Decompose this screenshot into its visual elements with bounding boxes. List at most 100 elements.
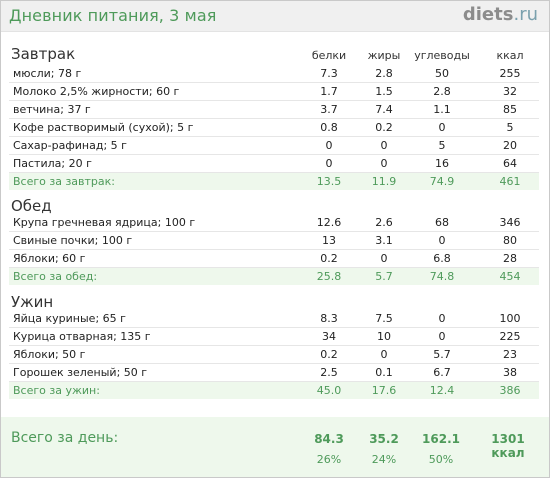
kcal-value: 20 xyxy=(503,139,517,152)
protein-value: 2.5 xyxy=(320,366,338,379)
kcal-value: 23 xyxy=(503,348,517,361)
protein-value: 0 xyxy=(325,139,333,152)
total-fat: 11.9 xyxy=(371,175,397,188)
day-fat: 35.2 xyxy=(369,432,399,446)
total-carbs: 74.9 xyxy=(429,175,455,188)
protein-value: 3.7 xyxy=(320,103,338,116)
section-title: Ужин xyxy=(11,293,54,311)
fat-value: 3.1 xyxy=(375,234,393,247)
carbs-value: 0 xyxy=(438,330,446,343)
protein-value: 0.2 xyxy=(320,348,338,361)
column-header-protein: белки xyxy=(311,49,347,62)
section-total-row: Всего за обед: 25.8 5.7 74.8 454 xyxy=(9,268,539,285)
food-name: Курица отварная; 135 г xyxy=(13,330,151,343)
food-name: Крупа гречневая ядрица; 100 г xyxy=(13,216,196,229)
fat-value: 0 xyxy=(380,348,388,361)
carbs-value: 16 xyxy=(435,157,449,170)
protein-value: 7.3 xyxy=(320,67,338,80)
section-title: Обед xyxy=(11,197,52,215)
carbs-value: 0 xyxy=(438,234,446,247)
total-fat: 5.7 xyxy=(375,270,393,283)
total-label: Всего за завтрак: xyxy=(13,175,116,188)
site-logo[interactable]: diets.ru xyxy=(463,4,538,25)
food-row: Курица отварная; 135 г 34 10 0 225 xyxy=(9,328,539,346)
food-name: Молоко 2,5% жирности; 60 г xyxy=(13,85,180,98)
carbs-value: 5.7 xyxy=(433,348,451,361)
column-header-fat: жиры xyxy=(367,49,401,62)
day-fat-percent: 24% xyxy=(371,453,397,466)
carbs-value: 0 xyxy=(438,312,446,325)
kcal-value: 32 xyxy=(503,85,517,98)
food-row: Сахар-рафинад; 5 г 0 0 5 20 xyxy=(9,137,539,155)
column-header-carbs: углеводы xyxy=(414,49,470,62)
page-title: Дневник питания, 3 мая xyxy=(9,6,217,25)
food-row: Крупа гречневая ядрица; 100 г 12.6 2.6 68 34… xyxy=(9,214,539,232)
total-fat: 17.6 xyxy=(371,384,397,397)
carbs-value: 2.8 xyxy=(433,85,451,98)
food-name: ветчина; 37 г xyxy=(13,103,91,116)
food-name: Яблоки; 60 г xyxy=(13,252,86,265)
fat-value: 7.4 xyxy=(375,103,393,116)
food-row: Яблоки; 60 г 0.2 0 6.8 28 xyxy=(9,250,539,268)
day-total: Всего за день: 84.3 35.2 162.1 1301 ккал… xyxy=(1,417,549,477)
kcal-value: 28 xyxy=(503,252,517,265)
food-name: Сахар-рафинад; 5 г xyxy=(13,139,127,152)
kcal-value: 225 xyxy=(499,330,521,343)
food-row: Кофе растворимый (сухой); 5 г 0.8 0.2 0 5 xyxy=(9,119,539,137)
total-protein: 13.5 xyxy=(316,175,342,188)
food-name: Яблоки; 50 г xyxy=(13,348,86,361)
logo-main: diets xyxy=(462,4,514,25)
total-protein: 25.8 xyxy=(316,270,342,283)
fat-value: 0 xyxy=(380,157,388,170)
fat-value: 0 xyxy=(380,252,388,265)
food-row: Свиные почки; 100 г 13 3.1 0 80 xyxy=(9,232,539,250)
kcal-value: 100 xyxy=(499,312,521,325)
carbs-value: 68 xyxy=(435,216,449,229)
fat-value: 7.5 xyxy=(375,312,393,325)
total-kcal: 461 xyxy=(499,175,521,188)
fat-value: 0.2 xyxy=(375,121,393,134)
food-row: Горошек зеленый; 50 г 2.5 0.1 6.7 38 xyxy=(9,364,539,382)
protein-value: 0.8 xyxy=(320,121,338,134)
carbs-value: 0 xyxy=(438,121,446,134)
food-row: Яйца куриные; 65 г 8.3 7.5 0 100 xyxy=(9,310,539,328)
total-label: Всего за ужин: xyxy=(13,384,100,397)
food-name: Свиные почки; 100 г xyxy=(13,234,133,247)
food-name: Яйца куриные; 65 г xyxy=(13,312,126,325)
kcal-value: 5 xyxy=(506,121,514,134)
protein-value: 8.3 xyxy=(320,312,338,325)
fat-value: 1.5 xyxy=(375,85,393,98)
total-protein: 45.0 xyxy=(316,384,342,397)
carbs-value: 1.1 xyxy=(433,103,451,116)
protein-value: 1.7 xyxy=(320,85,338,98)
food-row: ветчина; 37 г 3.7 7.4 1.1 85 xyxy=(9,101,539,119)
protein-value: 12.6 xyxy=(316,216,342,229)
protein-value: 34 xyxy=(322,330,336,343)
kcal-value: 255 xyxy=(499,67,521,80)
kcal-value: 64 xyxy=(503,157,517,170)
food-row: Яблоки; 50 г 0.2 0 5.7 23 xyxy=(9,346,539,364)
section-total-row: Всего за завтрак: 13.5 11.9 74.9 461 xyxy=(9,173,539,190)
total-carbs: 12.4 xyxy=(429,384,455,397)
fat-value: 0.1 xyxy=(375,366,393,379)
day-carbs-percent: 50% xyxy=(428,453,454,466)
day-total-label: Всего за день: xyxy=(11,430,119,446)
fat-value: 2.6 xyxy=(375,216,393,229)
logo-tld: .ru xyxy=(513,4,538,25)
carbs-value: 6.7 xyxy=(433,366,451,379)
section-total-row: Всего за ужин: 45.0 17.6 12.4 386 xyxy=(9,382,539,399)
total-kcal: 454 xyxy=(499,270,521,283)
total-kcal: 386 xyxy=(499,384,521,397)
column-header-kcal: ккал xyxy=(496,49,524,62)
protein-value: 13 xyxy=(322,234,336,247)
kcal-value: 85 xyxy=(503,103,517,116)
total-label: Всего за обед: xyxy=(13,270,98,283)
header-bar: Дневник питания, 3 мая diets.ru xyxy=(1,1,549,32)
food-name: Горошек зеленый; 50 г xyxy=(13,366,148,379)
day-kcal: 1301 ккал xyxy=(491,432,525,460)
day-protein: 84.3 xyxy=(314,432,344,446)
food-row: мюсли; 78 г 7.3 2.8 50 255 xyxy=(9,65,539,83)
food-name: Пастила; 20 г xyxy=(13,157,92,170)
food-name: мюсли; 78 г xyxy=(13,67,82,80)
